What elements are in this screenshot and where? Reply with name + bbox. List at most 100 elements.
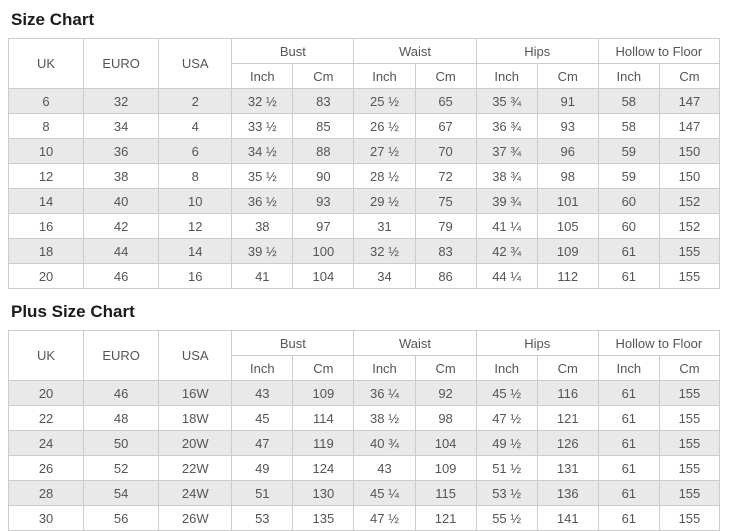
table-cell: 36 [83, 138, 160, 164]
table-cell: 61 [597, 455, 660, 481]
table-cell: 33 ½ [231, 113, 294, 139]
table-cell: 135 [292, 505, 355, 531]
table-cell: 98 [536, 163, 599, 189]
table-cell: 51 ½ [475, 455, 538, 481]
subheader-inch: Inch [597, 63, 660, 89]
table-cell: 65 [414, 88, 477, 114]
table-cell: 16 [158, 263, 233, 289]
table-cell: 34 [83, 113, 160, 139]
table-cell: 43 [353, 455, 416, 481]
table-row: 18 44 14 39 ½ 100 32 ½ 83 42 ¾ 109 61 155 [7, 238, 721, 264]
table-cell: 141 [536, 505, 599, 531]
table-row: 28 54 24W 51 130 45 ¼ 115 53 ½ 136 61 155 [7, 480, 721, 506]
size-chart-section: Size Chart UK EURO USA Bust Waist Hips Hollow … [7, 10, 722, 289]
group-header-bust: Bust [231, 330, 355, 356]
table-row: 12 38 8 35 ½ 90 28 ½ 72 38 ¾ 98 59 150 [7, 163, 721, 189]
table-cell: 25 ½ [353, 88, 416, 114]
table-cell: 130 [292, 480, 355, 506]
table-cell: 45 ¼ [353, 480, 416, 506]
table-cell: 31 [353, 213, 416, 239]
table-row: 10 36 6 34 ½ 88 27 ½ 70 37 ¾ 96 59 150 [7, 138, 721, 164]
table-cell: 115 [414, 480, 477, 506]
group-header-waist: Waist [353, 330, 477, 356]
table-row: 24 50 20W 47 119 40 ¾ 104 49 ½ 126 61 155 [7, 430, 721, 456]
subheader-inch: Inch [231, 63, 294, 89]
table-cell: 61 [597, 505, 660, 531]
table-cell: 48 [83, 405, 160, 431]
table-cell: 155 [658, 505, 721, 531]
table-cell: 121 [536, 405, 599, 431]
table-cell: 8 [158, 163, 233, 189]
table-cell: 116 [536, 380, 599, 406]
table-row: 22 48 18W 45 114 38 ½ 98 47 ½ 121 61 155 [7, 405, 721, 431]
table-cell: 6 [158, 138, 233, 164]
table-cell: 43 [231, 380, 294, 406]
table-cell: 38 ¾ [475, 163, 538, 189]
table-cell: 44 ¼ [475, 263, 538, 289]
table-cell: 47 [231, 430, 294, 456]
table-cell: 6 [7, 88, 85, 114]
subheader-cm: Cm [292, 355, 355, 381]
table-cell: 8 [7, 113, 85, 139]
table-cell: 155 [658, 430, 721, 456]
table-cell: 79 [414, 213, 477, 239]
table-cell: 39 ½ [231, 238, 294, 264]
table-row: 14 40 10 36 ½ 93 29 ½ 75 39 ¾ 101 60 152 [7, 188, 721, 214]
table-cell: 49 [231, 455, 294, 481]
table-cell: 10 [158, 188, 233, 214]
plus-size-chart-title: Plus Size Chart [11, 302, 135, 321]
table-cell: 26W [158, 505, 233, 531]
subheader-cm: Cm [536, 355, 599, 381]
table-cell: 60 [597, 213, 660, 239]
table-cell: 83 [292, 88, 355, 114]
table-row: 30 56 26W 53 135 47 ½ 121 55 ½ 141 61 155 [7, 505, 721, 531]
table-cell: 53 ½ [475, 480, 538, 506]
col-header-usa: USA [158, 38, 233, 89]
table-cell: 4 [158, 113, 233, 139]
size-chart-table: UK EURO USA Bust Waist Hips Hollow to Floor Inc… [7, 38, 721, 289]
table-cell: 93 [536, 113, 599, 139]
table-cell: 42 ¾ [475, 238, 538, 264]
table-cell: 147 [658, 88, 721, 114]
table-cell: 38 ½ [353, 405, 416, 431]
table-cell: 101 [536, 188, 599, 214]
table-cell: 45 [231, 405, 294, 431]
table-cell: 61 [597, 380, 660, 406]
table-cell: 155 [658, 238, 721, 264]
table-cell: 96 [536, 138, 599, 164]
subheader-inch: Inch [353, 355, 416, 381]
subheader-cm: Cm [658, 63, 721, 89]
table-cell: 55 ½ [475, 505, 538, 531]
table-cell: 70 [414, 138, 477, 164]
table-cell: 28 ½ [353, 163, 416, 189]
table-cell: 155 [658, 480, 721, 506]
table-cell: 72 [414, 163, 477, 189]
table-cell: 32 ½ [353, 238, 416, 264]
table-cell: 61 [597, 405, 660, 431]
table-cell: 155 [658, 263, 721, 289]
table-cell: 27 ½ [353, 138, 416, 164]
table-cell: 20 [7, 263, 85, 289]
table-cell: 34 ½ [231, 138, 294, 164]
table-cell: 67 [414, 113, 477, 139]
col-header-uk: UK [7, 38, 85, 89]
table-cell: 36 ¼ [353, 380, 416, 406]
table-cell: 150 [658, 138, 721, 164]
table-cell: 100 [292, 238, 355, 264]
table-cell: 2 [158, 88, 233, 114]
table-cell: 88 [292, 138, 355, 164]
table-cell: 90 [292, 163, 355, 189]
table-cell: 124 [292, 455, 355, 481]
table-cell: 54 [83, 480, 160, 506]
table-cell: 39 ¾ [475, 188, 538, 214]
table-cell: 112 [536, 263, 599, 289]
table-cell: 152 [658, 188, 721, 214]
table-cell: 52 [83, 455, 160, 481]
table-cell: 24 [7, 430, 85, 456]
table-cell: 38 [83, 163, 160, 189]
subheader-inch: Inch [475, 63, 538, 89]
table-cell: 20W [158, 430, 233, 456]
table-cell: 22 [7, 405, 85, 431]
table-cell: 53 [231, 505, 294, 531]
subheader-cm: Cm [292, 63, 355, 89]
